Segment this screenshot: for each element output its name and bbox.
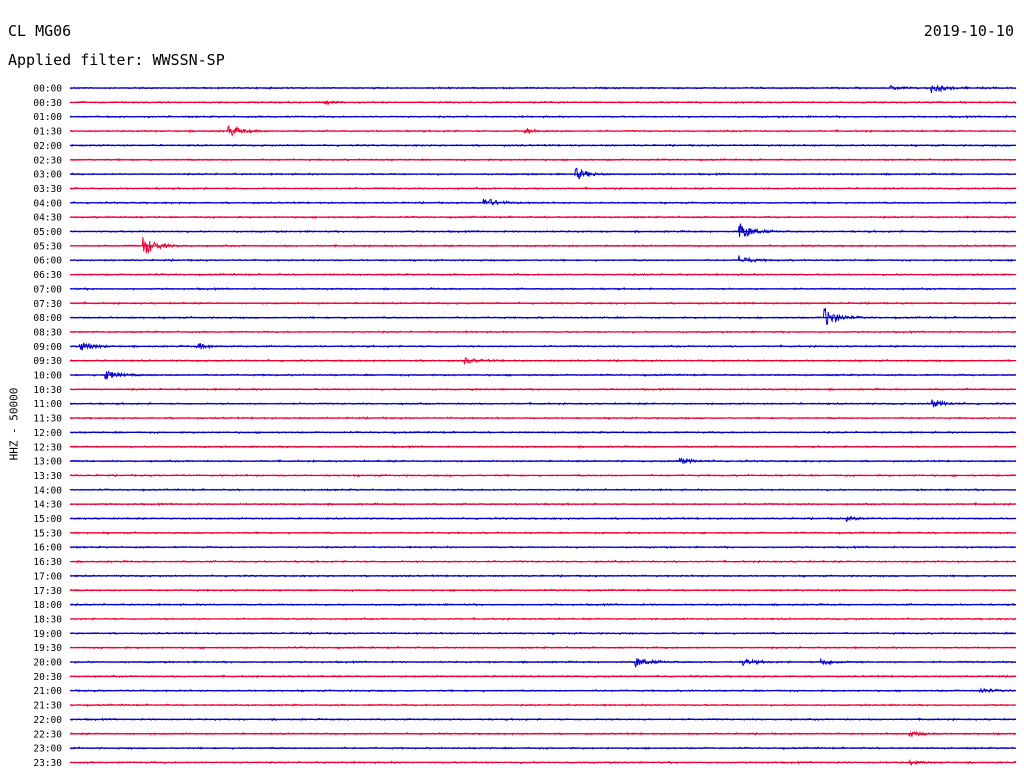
trace-line <box>69 237 1017 254</box>
time-label: 19:30 <box>33 643 62 654</box>
time-label: 09:00 <box>33 342 62 353</box>
time-label: 08:30 <box>33 327 62 338</box>
time-label: 17:00 <box>33 571 62 582</box>
trace-line <box>69 308 1017 326</box>
time-label: 21:00 <box>33 686 62 697</box>
trace-lines <box>69 84 1017 767</box>
time-label: 01:00 <box>33 112 62 123</box>
time-label: 12:30 <box>33 442 62 453</box>
time-label: 13:30 <box>33 471 62 482</box>
time-label: 18:30 <box>33 614 62 625</box>
time-label: 22:30 <box>33 729 62 740</box>
time-label: 06:00 <box>33 256 62 267</box>
time-label: 10:30 <box>33 385 62 396</box>
time-label: 06:30 <box>33 270 62 281</box>
station-title: CL MG06 <box>8 22 72 40</box>
time-label: 07:00 <box>33 284 62 295</box>
time-label: 15:00 <box>33 514 62 525</box>
time-label: 17:30 <box>33 586 62 597</box>
time-label: 14:30 <box>33 500 62 511</box>
time-label: 01:30 <box>33 127 62 138</box>
time-label: 04:00 <box>33 198 62 209</box>
time-label: 13:00 <box>33 457 62 468</box>
time-label: 21:30 <box>33 701 62 712</box>
time-label: 02:00 <box>33 141 62 152</box>
trace-line <box>69 84 1017 93</box>
time-label: 20:30 <box>33 672 62 683</box>
time-label: 12:00 <box>33 428 62 439</box>
time-label: 03:00 <box>33 170 62 181</box>
time-label: 16:00 <box>33 543 62 554</box>
time-label: 05:30 <box>33 241 62 252</box>
time-label: 15:30 <box>33 528 62 539</box>
filter-subtitle: Applied filter: WWSSN-SP <box>8 51 225 69</box>
time-label: 08:00 <box>33 313 62 324</box>
time-label: 10:00 <box>33 371 62 382</box>
time-label: 03:30 <box>33 184 62 195</box>
time-label: 00:00 <box>33 84 62 95</box>
trace-line <box>69 198 1017 206</box>
time-label: 22:00 <box>33 715 62 726</box>
time-label: 23:00 <box>33 744 62 755</box>
time-label: 20:00 <box>33 658 62 669</box>
time-label: 00:30 <box>33 98 62 109</box>
time-label: 16:30 <box>33 557 62 568</box>
time-label: 23:30 <box>33 758 62 769</box>
trace-line <box>69 657 1017 668</box>
time-labels: 00:00 00:30 01:00 01:30 02:00 02:30 03:00 03:30… <box>33 84 62 769</box>
time-label: 14:00 <box>33 485 62 496</box>
time-label: 04:30 <box>33 213 62 224</box>
trace-line <box>69 167 1017 180</box>
date-label: 2019-10-10 <box>923 22 1014 40</box>
time-label: 19:00 <box>33 629 62 640</box>
trace-line <box>69 223 1017 238</box>
trace-line <box>69 255 1017 264</box>
time-label: 05:00 <box>33 227 62 238</box>
time-label: 11:30 <box>33 414 62 425</box>
time-label: 07:30 <box>33 299 62 310</box>
time-label: 09:30 <box>33 356 62 367</box>
time-label: 11:00 <box>33 399 62 410</box>
time-label: 02:30 <box>33 155 62 166</box>
time-label: 18:00 <box>33 600 62 611</box>
